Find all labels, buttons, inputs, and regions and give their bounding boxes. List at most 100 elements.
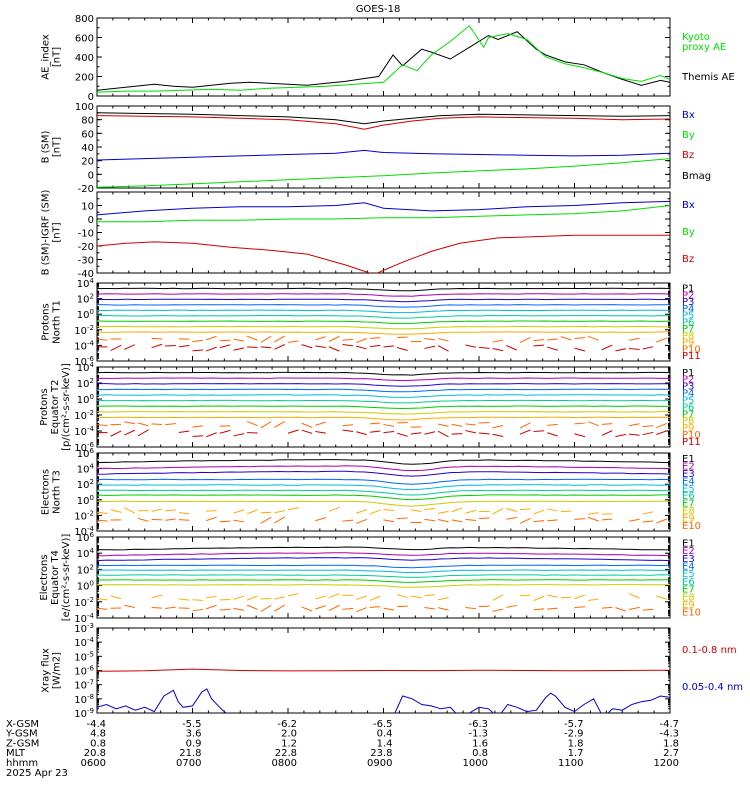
channel-e9-segment	[410, 595, 422, 599]
channel-e9-segment	[274, 510, 285, 514]
legend-entry: P3	[682, 382, 694, 393]
channel-e9-segment	[588, 598, 599, 602]
channel-e9-segment	[656, 595, 668, 600]
channel-p10-segment	[437, 423, 449, 427]
orbit-row-label: Z-GSM	[6, 738, 39, 749]
y-tick-label: 100	[77, 580, 94, 593]
channel-p11-segment	[137, 429, 149, 437]
orbit-value: 1000	[463, 758, 488, 769]
channel-e9-segment	[178, 598, 190, 601]
y-tick-label: 106	[77, 447, 95, 460]
channel-p11-segment	[478, 346, 490, 349]
legend-entry: P1	[682, 284, 694, 295]
channel-p6	[97, 399, 670, 404]
channel-p11-segment	[601, 430, 613, 436]
y-tick-label: 10-4	[74, 339, 94, 352]
y-tick-label: 10-4	[74, 525, 94, 538]
orbit-value: 21.8	[179, 748, 201, 759]
channel-e6	[97, 489, 670, 496]
channel-p11-segment	[437, 345, 449, 352]
channel-e10-segment	[369, 606, 381, 609]
channel-p11-segment	[615, 433, 627, 438]
channel-p11-segment	[205, 346, 217, 352]
channel-p11-segment	[315, 431, 326, 434]
channel-p11-segment	[533, 430, 545, 433]
channel-p10-segment	[287, 340, 299, 343]
legend-entry: E2	[682, 546, 695, 557]
channel-e10-segment	[246, 604, 258, 610]
legend-entry: P1	[682, 368, 694, 379]
channel-e9-segment	[233, 595, 245, 600]
orbit-value: 1.7	[568, 748, 584, 759]
channel-e10-segment	[465, 518, 476, 521]
channel-p11-segment	[260, 346, 272, 349]
channel-p11-segment	[219, 344, 231, 349]
channel-p10-segment	[260, 421, 272, 429]
channel-p10-segment	[165, 422, 176, 426]
channel-e10-segment	[124, 604, 135, 608]
series-bx	[97, 200, 670, 216]
channel-e9-segment	[97, 511, 108, 514]
panel-pe: 104 102 100 10-2 10-4 10-6 Protons Equator T2 [p…	[39, 361, 701, 454]
channel-e9-segment	[165, 509, 176, 512]
channel-e9-segment	[246, 509, 258, 515]
y-tick-label: 10-6	[74, 355, 94, 368]
y-tick-label: -10	[78, 229, 94, 240]
channel-p11-segment	[451, 433, 463, 435]
channel-p11-segment	[478, 432, 490, 435]
orbit-value: 0700	[176, 758, 201, 769]
channel-p11-segment	[492, 348, 504, 352]
channel-e10-segment	[628, 606, 640, 610]
channel-p9	[97, 331, 670, 335]
y-tick-label: 40	[81, 143, 94, 154]
y-axis-label: Equator T2	[50, 380, 61, 435]
channel-e10-segment	[260, 516, 272, 524]
y-tick-label: 0	[88, 170, 94, 181]
channel-p10-segment	[437, 338, 449, 342]
channel-e10-segment	[342, 519, 354, 522]
y-axis-label: Electrons	[39, 554, 50, 600]
legend-entry: 0.05-0.4 nm	[682, 682, 743, 693]
channel-e9-segment	[287, 593, 299, 597]
channel-p4	[97, 388, 670, 393]
orbit-value: 0.8	[472, 748, 488, 759]
channel-e9-segment	[192, 599, 204, 601]
channel-p10-segment	[560, 336, 572, 341]
channel-e5	[97, 569, 670, 573]
channel-e4	[97, 478, 670, 485]
channel-e9-segment	[233, 509, 245, 514]
orbit-value: 0.4	[377, 729, 393, 740]
channel-e9-segment	[451, 507, 463, 513]
legend-entry: P6	[682, 317, 694, 328]
channel-e10-segment	[424, 607, 436, 610]
channel-e10-segment	[437, 607, 449, 611]
y-tick-label: 102	[77, 478, 94, 491]
y-axis-label: North T1	[52, 300, 63, 344]
channel-p11-segment	[465, 344, 476, 348]
channel-p3	[97, 298, 670, 303]
channel-p11-segment	[124, 429, 135, 436]
channel-e9-segment	[274, 596, 285, 600]
channel-p11-segment	[301, 429, 313, 434]
channel-p11-segment	[219, 429, 231, 434]
channel-e10-segment	[547, 607, 558, 610]
channel-p10-segment	[547, 423, 558, 426]
channel-e9-segment	[328, 506, 340, 512]
channel-e8	[97, 584, 670, 588]
legend-entry: Bx	[682, 110, 695, 121]
channel-e9-segment	[356, 595, 367, 601]
channel-e9-segment	[519, 508, 531, 511]
channel-e9-segment	[533, 595, 545, 602]
y-tick-label: -40	[78, 269, 94, 280]
channel-p11-segment	[205, 432, 217, 438]
orbit-value: -4.7	[659, 719, 679, 730]
orbit-value: 1.2	[281, 738, 297, 749]
orbit-value: 0.8	[90, 738, 106, 749]
channel-e9-segment	[547, 594, 558, 598]
orbit-value: -6.2	[277, 719, 297, 730]
series-kyoto-proxy-ae	[97, 25, 670, 93]
legend-entry: Kyoto	[682, 32, 710, 43]
channel-e10-segment	[219, 520, 231, 523]
